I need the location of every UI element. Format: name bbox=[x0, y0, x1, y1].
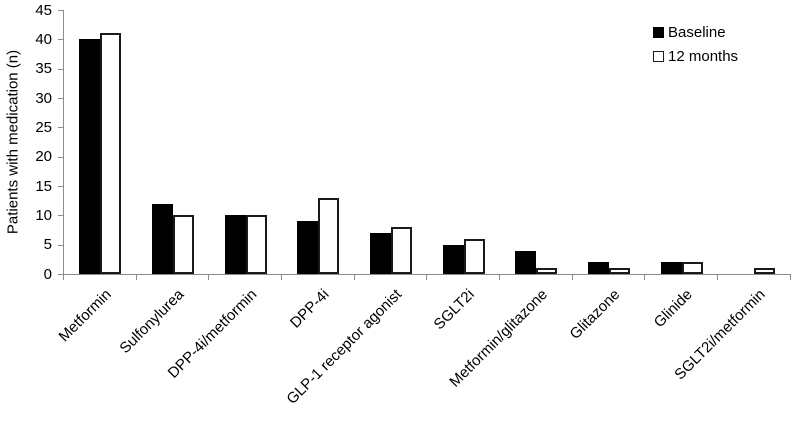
y-tick-label: 15 bbox=[35, 177, 52, 195]
y-axis-line bbox=[63, 10, 64, 274]
x-tick bbox=[571, 275, 573, 280]
x-tick bbox=[280, 275, 282, 280]
y-tick bbox=[58, 10, 63, 11]
x-category-label-metformin: Metformin bbox=[55, 286, 115, 346]
bar-baseline-glp-1-receptor-agonist bbox=[369, 232, 391, 274]
bar-12-months-sglt2i bbox=[463, 238, 485, 274]
x-category-label-glitazone: Glitazone bbox=[566, 286, 624, 343]
x-category-label-sulfonylurea: Sulfonylurea bbox=[116, 286, 188, 357]
y-tick bbox=[58, 156, 63, 158]
y-tick bbox=[58, 98, 63, 99]
x-tick bbox=[353, 275, 355, 280]
legend-marker-baseline bbox=[653, 27, 664, 38]
bar-baseline-dpp-4i-metformin bbox=[224, 215, 246, 274]
y-tick-label: 5 bbox=[43, 236, 52, 254]
x-tick bbox=[208, 275, 210, 280]
y-tick bbox=[58, 186, 63, 187]
legend-marker-12-months bbox=[653, 51, 664, 62]
y-tick bbox=[58, 68, 63, 70]
y-tick-label: 25 bbox=[35, 118, 52, 136]
legend: Baseline 12 months bbox=[653, 24, 738, 72]
y-tick bbox=[58, 244, 63, 246]
bar-12-months-glp-1-receptor-agonist bbox=[390, 227, 412, 274]
x-category-label-dpp-4i: DPP-4i bbox=[287, 286, 333, 332]
legend-item-12-months: 12 months bbox=[653, 48, 738, 65]
bar-baseline-metformin bbox=[79, 39, 101, 274]
bar-baseline-sglt2i bbox=[442, 244, 464, 274]
bar-12-months-glitazone bbox=[608, 268, 630, 274]
bar-baseline-sulfonylurea bbox=[151, 203, 173, 274]
bar-baseline-metformin-glitazone bbox=[515, 250, 537, 274]
x-tick bbox=[789, 275, 791, 280]
y-tick-label: 10 bbox=[35, 206, 52, 224]
legend-label-baseline: Baseline bbox=[668, 24, 726, 41]
bar-12-months-sglt2i-metformin bbox=[754, 268, 776, 274]
y-tick-label: 45 bbox=[35, 1, 52, 19]
legend-label-12-months: 12 months bbox=[668, 48, 739, 65]
x-tick bbox=[426, 275, 428, 280]
x-axis-line bbox=[58, 274, 791, 275]
y-tick-label: 35 bbox=[35, 60, 52, 78]
bar-12-months-metformin-glitazone bbox=[536, 268, 558, 274]
y-tick bbox=[58, 215, 63, 217]
x-tick bbox=[716, 275, 718, 280]
x-tick bbox=[135, 275, 137, 280]
y-tick-label: 30 bbox=[35, 89, 52, 107]
y-tick bbox=[58, 127, 63, 129]
x-tick bbox=[644, 275, 646, 280]
x-tick bbox=[63, 275, 64, 280]
bar-baseline-glinide bbox=[660, 262, 682, 274]
x-category-label-sglt2i: SGLT2i bbox=[430, 286, 479, 334]
y-tick-label: 20 bbox=[35, 148, 52, 166]
bar-12-months-dpp-4i-metformin bbox=[245, 215, 267, 274]
y-axis-title: Patients with medication (n) bbox=[4, 49, 22, 235]
x-category-label-glinide: Glinide bbox=[651, 286, 697, 332]
y-tick-label: 40 bbox=[35, 30, 52, 48]
bar-12-months-sulfonylurea bbox=[172, 215, 194, 274]
bar-12-months-metformin bbox=[100, 33, 122, 274]
x-tick bbox=[498, 275, 500, 280]
bar-baseline-glitazone bbox=[587, 262, 609, 274]
bar-12-months-dpp-4i bbox=[318, 197, 340, 274]
y-tick bbox=[58, 39, 63, 41]
legend-item-baseline: Baseline bbox=[653, 24, 738, 41]
y-tick-label: 0 bbox=[43, 265, 52, 283]
bar-baseline-dpp-4i bbox=[297, 221, 319, 274]
bar-12-months-glinide bbox=[681, 262, 703, 274]
y-tick bbox=[58, 274, 63, 275]
